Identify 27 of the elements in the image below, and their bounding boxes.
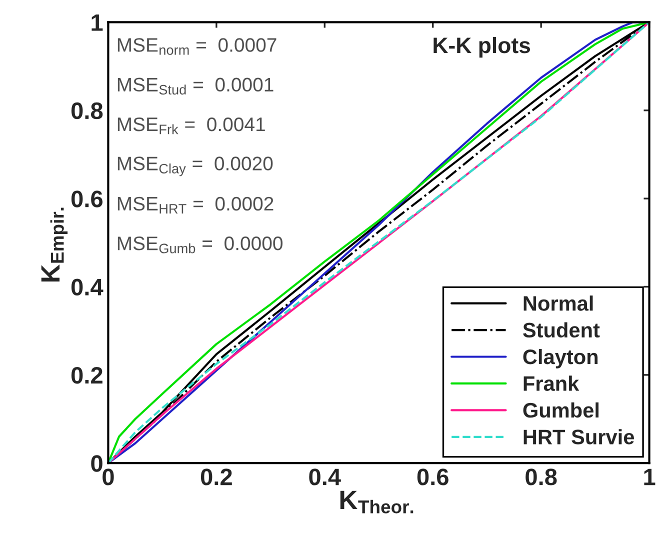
x-tick-label: 0 [102,468,114,486]
y-tick-label: 0.8 [71,102,103,120]
legend-label: HRT Survie [524,429,634,444]
x-tick-label: 0.8 [526,468,557,486]
legend-label: Gumbel [523,402,598,418]
y-axis-title: K$_{Empir.}$ [41,208,68,282]
x-tick-label: 0.6 [417,468,448,486]
annotation: MSE$_{Stud}$ = 0.0001 [118,78,274,95]
y-tick-label: 1 [92,14,103,31]
legend-label: Clayton [523,348,598,368]
legend-label: Normal [524,296,593,311]
annotation: MSE$_{Frk}$ = 0.0041 [118,117,265,134]
y-tick-label: 0.2 [71,366,102,384]
annotation: MSE$_{Clay}$ = 0.0020 [118,156,273,176]
x-tick-label: 1 [644,468,656,486]
legend-label: Frank [524,376,580,391]
legend-label: Student [523,322,600,338]
y-tick-label: 0 [91,455,102,472]
x-axis-title: K$_{Theor.}$ [340,490,414,514]
annotation: MSE$_{norm}$ = 0.0007 [118,38,276,55]
x-tick-label: 0.2 [200,468,232,486]
x-tick-label: 0.4 [309,468,341,486]
annotation: MSE$_{Gumb}$ = 0.0000 [118,236,282,254]
y-tick-label: 0.4 [71,278,104,296]
y-tick-label: 0.6 [71,190,103,208]
text: K-K plots [434,36,530,58]
annotation: MSE$_{HRT}$ = 0.0002 [118,196,274,214]
